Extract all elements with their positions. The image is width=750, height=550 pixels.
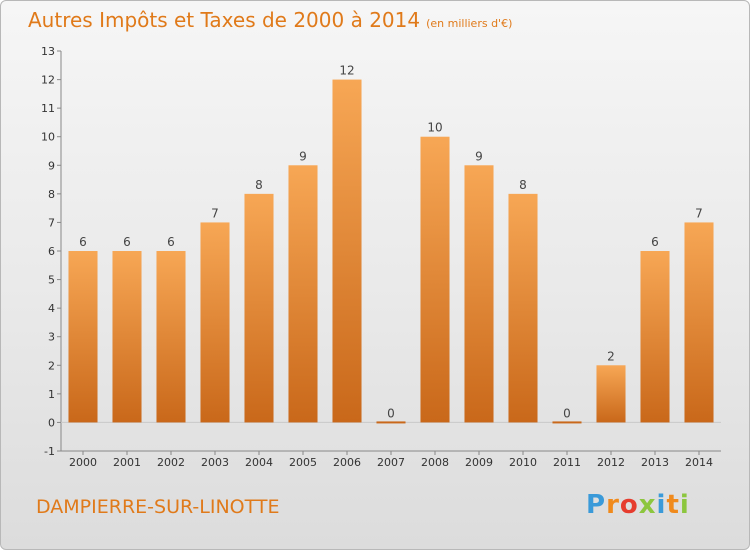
bar bbox=[288, 165, 318, 423]
y-tick-label: 0 bbox=[48, 416, 55, 429]
y-tick-label: 5 bbox=[48, 274, 55, 287]
data-label: 9 bbox=[475, 149, 483, 163]
x-tick-label: 2008 bbox=[421, 456, 449, 469]
logo-letter: i bbox=[679, 490, 690, 520]
data-label: 8 bbox=[255, 178, 263, 192]
data-label: 12 bbox=[339, 64, 354, 78]
y-tick-label: 12 bbox=[41, 74, 55, 87]
bar bbox=[552, 421, 582, 424]
logo-letter: P bbox=[586, 490, 607, 520]
bar bbox=[156, 251, 186, 423]
data-label: 8 bbox=[519, 178, 527, 192]
bar bbox=[244, 193, 274, 423]
x-tick-label: 2007 bbox=[377, 456, 405, 469]
x-tick-label: 2000 bbox=[69, 456, 97, 469]
logo-letter: x bbox=[638, 490, 657, 520]
data-label: 2 bbox=[607, 349, 615, 363]
x-tick-label: 2011 bbox=[553, 456, 581, 469]
logo-letter: o bbox=[619, 490, 639, 520]
city-name: DAMPIERRE-SUR-LINOTTE bbox=[36, 496, 280, 518]
x-tick-label: 2005 bbox=[289, 456, 317, 469]
data-label: 6 bbox=[123, 235, 131, 249]
y-tick-label: 10 bbox=[41, 131, 55, 144]
y-tick-label: 7 bbox=[48, 216, 55, 229]
x-tick-label: 2012 bbox=[597, 456, 625, 469]
x-tick-label: 2010 bbox=[509, 456, 537, 469]
bar bbox=[420, 136, 450, 423]
chart-subtitle: (en milliers d'€) bbox=[426, 17, 513, 30]
x-tick-label: 2003 bbox=[201, 456, 229, 469]
data-label: 9 bbox=[299, 149, 307, 163]
data-label: 6 bbox=[167, 235, 175, 249]
y-tick-label: 11 bbox=[41, 102, 55, 115]
bar bbox=[684, 222, 714, 423]
bar bbox=[376, 421, 406, 424]
proxiti-logo: Proxiti bbox=[586, 490, 690, 520]
bar bbox=[112, 251, 142, 423]
chart-title: Autres Impôts et Taxes de 2000 à 2014 (en… bbox=[28, 8, 512, 32]
x-tick-label: 2009 bbox=[465, 456, 493, 469]
data-label: 10 bbox=[427, 121, 442, 135]
y-tick-label: 9 bbox=[48, 159, 55, 172]
logo-letter: r bbox=[606, 490, 620, 520]
y-tick-label: 2 bbox=[48, 359, 55, 372]
data-label: 0 bbox=[563, 406, 571, 420]
chart-title-text: Autres Impôts et Taxes de 2000 à 2014 bbox=[28, 8, 421, 32]
bar bbox=[464, 165, 494, 423]
bar bbox=[508, 193, 538, 423]
x-tick-label: 2014 bbox=[685, 456, 713, 469]
y-tick-label: 4 bbox=[48, 302, 55, 315]
bar bbox=[68, 251, 98, 423]
x-tick-label: 2004 bbox=[245, 456, 273, 469]
x-tick-label: 2001 bbox=[113, 456, 141, 469]
bar bbox=[596, 365, 626, 423]
data-label: 7 bbox=[211, 206, 219, 220]
data-label: 7 bbox=[695, 206, 703, 220]
logo-letter: t bbox=[666, 490, 680, 520]
y-tick-label: 3 bbox=[48, 331, 55, 344]
bar bbox=[200, 222, 230, 423]
x-tick-label: 2013 bbox=[641, 456, 669, 469]
y-tick-label: 6 bbox=[48, 245, 55, 258]
data-label: 6 bbox=[79, 235, 87, 249]
y-tick-label: -1 bbox=[44, 445, 55, 458]
y-tick-label: 13 bbox=[41, 45, 55, 58]
data-label: 0 bbox=[387, 406, 395, 420]
x-tick-label: 2006 bbox=[333, 456, 361, 469]
logo-letter: i bbox=[656, 490, 667, 520]
data-label: 6 bbox=[651, 235, 659, 249]
y-tick-label: 1 bbox=[48, 388, 55, 401]
x-tick-label: 2002 bbox=[157, 456, 185, 469]
y-tick-label: 8 bbox=[48, 188, 55, 201]
bar bbox=[332, 79, 362, 423]
bar bbox=[640, 251, 670, 423]
